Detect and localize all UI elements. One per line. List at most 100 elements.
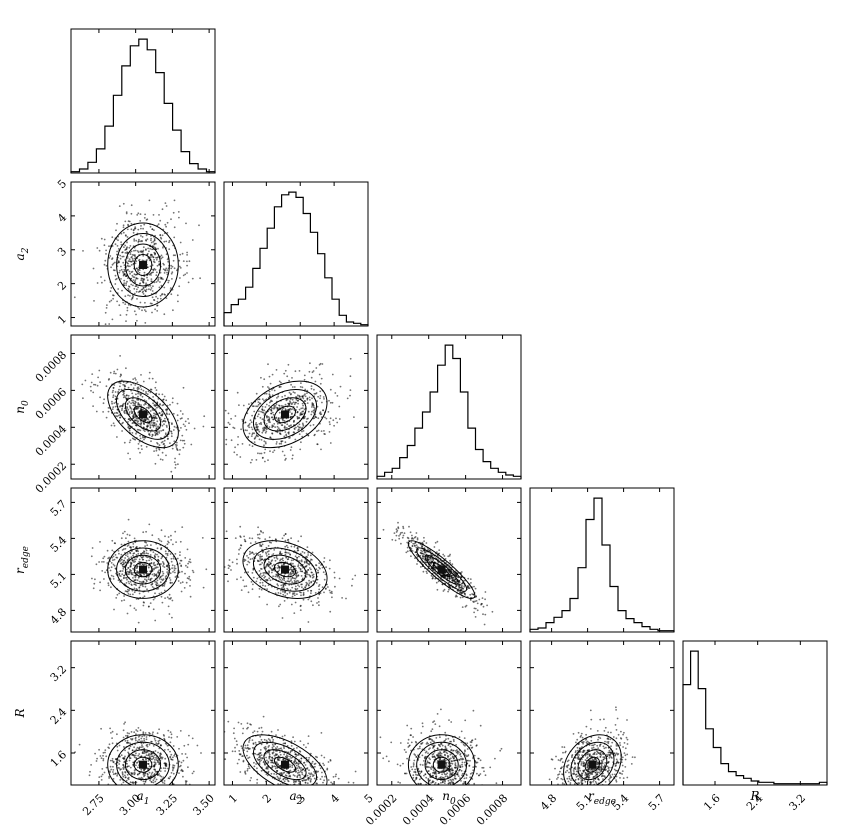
- sample-point: [171, 759, 174, 761]
- sample-point: [123, 268, 126, 271]
- sample-point: [142, 426, 145, 429]
- sample-point: [178, 285, 181, 288]
- sample-point: [126, 732, 129, 734]
- sample-point: [130, 562, 133, 565]
- sample-point: [126, 578, 128, 581]
- sample-point: [120, 241, 122, 244]
- sample-point: [169, 579, 172, 581]
- sample-point: [170, 534, 172, 537]
- sample-point: [281, 440, 284, 442]
- sample-point: [167, 605, 170, 608]
- sample-point: [129, 570, 132, 572]
- sample-point: [254, 423, 257, 426]
- sample-point: [247, 765, 250, 768]
- sample-point: [263, 440, 266, 443]
- sample-point: [274, 592, 277, 595]
- sample-point: [261, 409, 264, 412]
- sample-point: [113, 370, 116, 373]
- sample-point: [317, 789, 319, 791]
- sample-point: [151, 311, 153, 314]
- sample-point: [122, 396, 125, 399]
- sample-point: [160, 563, 162, 565]
- sample-point: [463, 592, 466, 595]
- sample-point: [306, 582, 309, 585]
- sample-point: [172, 772, 175, 775]
- sample-point: [183, 442, 186, 445]
- sample-point: [308, 582, 311, 584]
- sample-point: [263, 429, 266, 432]
- contour-level: [133, 756, 153, 773]
- sample-point: [254, 752, 257, 755]
- sample-point: [164, 535, 166, 538]
- sample-point: [146, 772, 149, 775]
- sample-point: [103, 238, 106, 241]
- sample-point: [259, 554, 262, 556]
- sample-point: [154, 787, 156, 789]
- sample-point: [145, 786, 147, 788]
- sample-point: [237, 721, 240, 724]
- sample-point: [256, 577, 259, 580]
- sample-point: [142, 293, 145, 295]
- sample-point: [126, 555, 129, 558]
- sample-point: [300, 769, 302, 771]
- sample-point: [283, 747, 285, 749]
- sample-point: [263, 451, 266, 454]
- sample-point: [112, 294, 114, 297]
- sample-point: [413, 544, 416, 547]
- sample-point: [73, 296, 76, 299]
- sample-point: [188, 560, 191, 563]
- sample-point: [158, 432, 161, 434]
- sample-point: [310, 413, 313, 416]
- sample-point: [289, 572, 291, 575]
- sample-point: [143, 595, 146, 598]
- histogram-a2: [223, 181, 369, 327]
- sample-point: [308, 370, 311, 373]
- sample-point: [149, 406, 152, 408]
- sample-point: [113, 564, 116, 567]
- sample-point: [300, 382, 302, 384]
- sample-point: [257, 526, 259, 529]
- sample-point: [149, 225, 152, 228]
- scatter-R-vs-a1: [70, 640, 216, 789]
- sample-point: [176, 269, 178, 272]
- sample-point: [284, 459, 286, 461]
- sample-point: [124, 557, 126, 559]
- sample-point: [143, 737, 146, 740]
- sample-point: [286, 423, 289, 426]
- histogram-step-redge: [529, 497, 675, 632]
- sample-point: [265, 767, 268, 770]
- sample-point: [328, 801, 330, 803]
- density-peak: [281, 565, 289, 574]
- sample-point: [142, 773, 145, 776]
- sample-point: [423, 540, 425, 543]
- sample-point: [331, 373, 334, 376]
- sample-point: [179, 253, 182, 256]
- sample-point: [143, 423, 145, 425]
- sample-point: [436, 588, 439, 591]
- sample-point: [272, 575, 274, 578]
- sample-point: [143, 278, 146, 281]
- sample-point: [155, 787, 157, 789]
- sample-point: [346, 397, 349, 400]
- sample-point: [186, 577, 189, 580]
- sample-point: [142, 758, 145, 761]
- sample-point: [168, 736, 170, 738]
- sample-point: [137, 403, 140, 406]
- sample-point: [286, 398, 289, 401]
- sample-point: [134, 262, 137, 265]
- sample-point: [140, 279, 143, 282]
- sample-point: [268, 404, 270, 407]
- sample-point: [256, 405, 259, 408]
- scatter-redge-vs-a2: [223, 487, 369, 633]
- sample-point: [265, 564, 268, 567]
- sample-point: [484, 598, 486, 601]
- sample-point: [409, 531, 412, 534]
- sample-point: [273, 423, 276, 425]
- sample-point: [171, 401, 174, 404]
- sample-point: [186, 756, 189, 759]
- sample-point: [347, 781, 350, 784]
- sample-point: [155, 742, 158, 744]
- sample-point: [132, 284, 134, 287]
- sample-point: [128, 759, 131, 762]
- sample-point: [287, 408, 289, 411]
